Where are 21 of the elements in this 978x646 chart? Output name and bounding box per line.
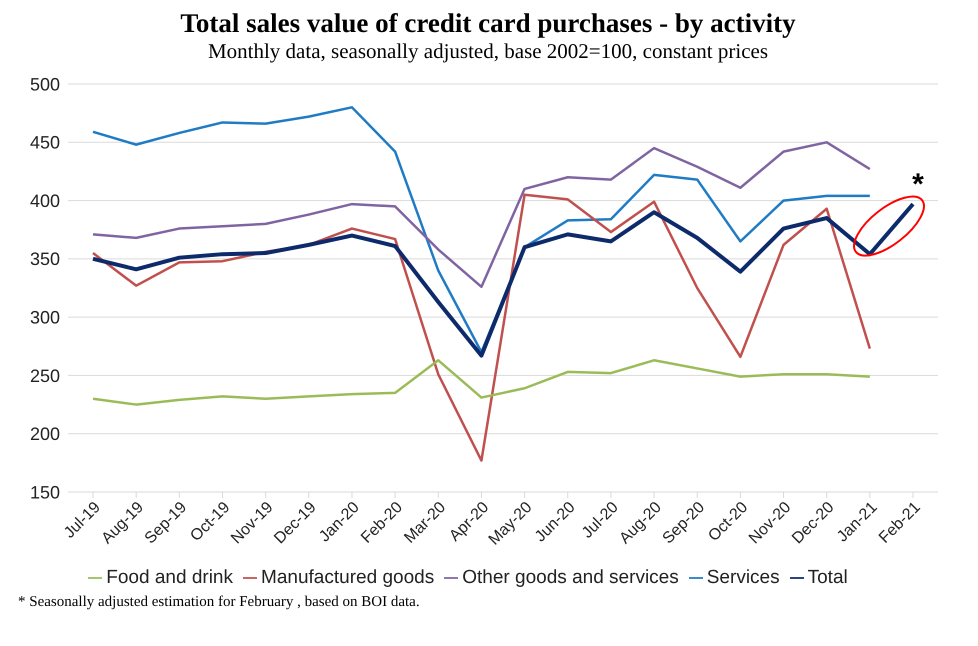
text: * Seasonally adjusted estimation for February , based on BOI data. (18, 594, 421, 611)
y-tick-label: 150 (30, 482, 60, 502)
y-tick-label: 500 (30, 74, 60, 94)
y-tick-label: 450 (30, 132, 60, 153)
annotation: * (912, 168, 924, 202)
legend-label: Total (808, 567, 848, 588)
line-series (91, 202, 915, 358)
y-tick-label: 300 (30, 308, 60, 328)
chart-title: Total sales value of credit card purchases - by activity (179, 8, 797, 39)
y-tick-label: 200 (30, 424, 60, 444)
line-series (92, 359, 872, 406)
y-tick-label: 400 (30, 190, 60, 211)
legend-label: Food and drink (106, 567, 233, 588)
line-series (92, 193, 872, 462)
line-series (92, 141, 872, 288)
legend-label: Manufactured goods (261, 567, 434, 588)
y-tick-label: 250 (30, 366, 60, 386)
y-tick-label: 350 (30, 249, 60, 270)
chart-subtitle: Monthly data, seasonally adjusted, base 2002=100, constant prices (206, 39, 770, 64)
legend-label: Other goods and services (462, 567, 679, 588)
legend-label: Services (706, 567, 780, 588)
